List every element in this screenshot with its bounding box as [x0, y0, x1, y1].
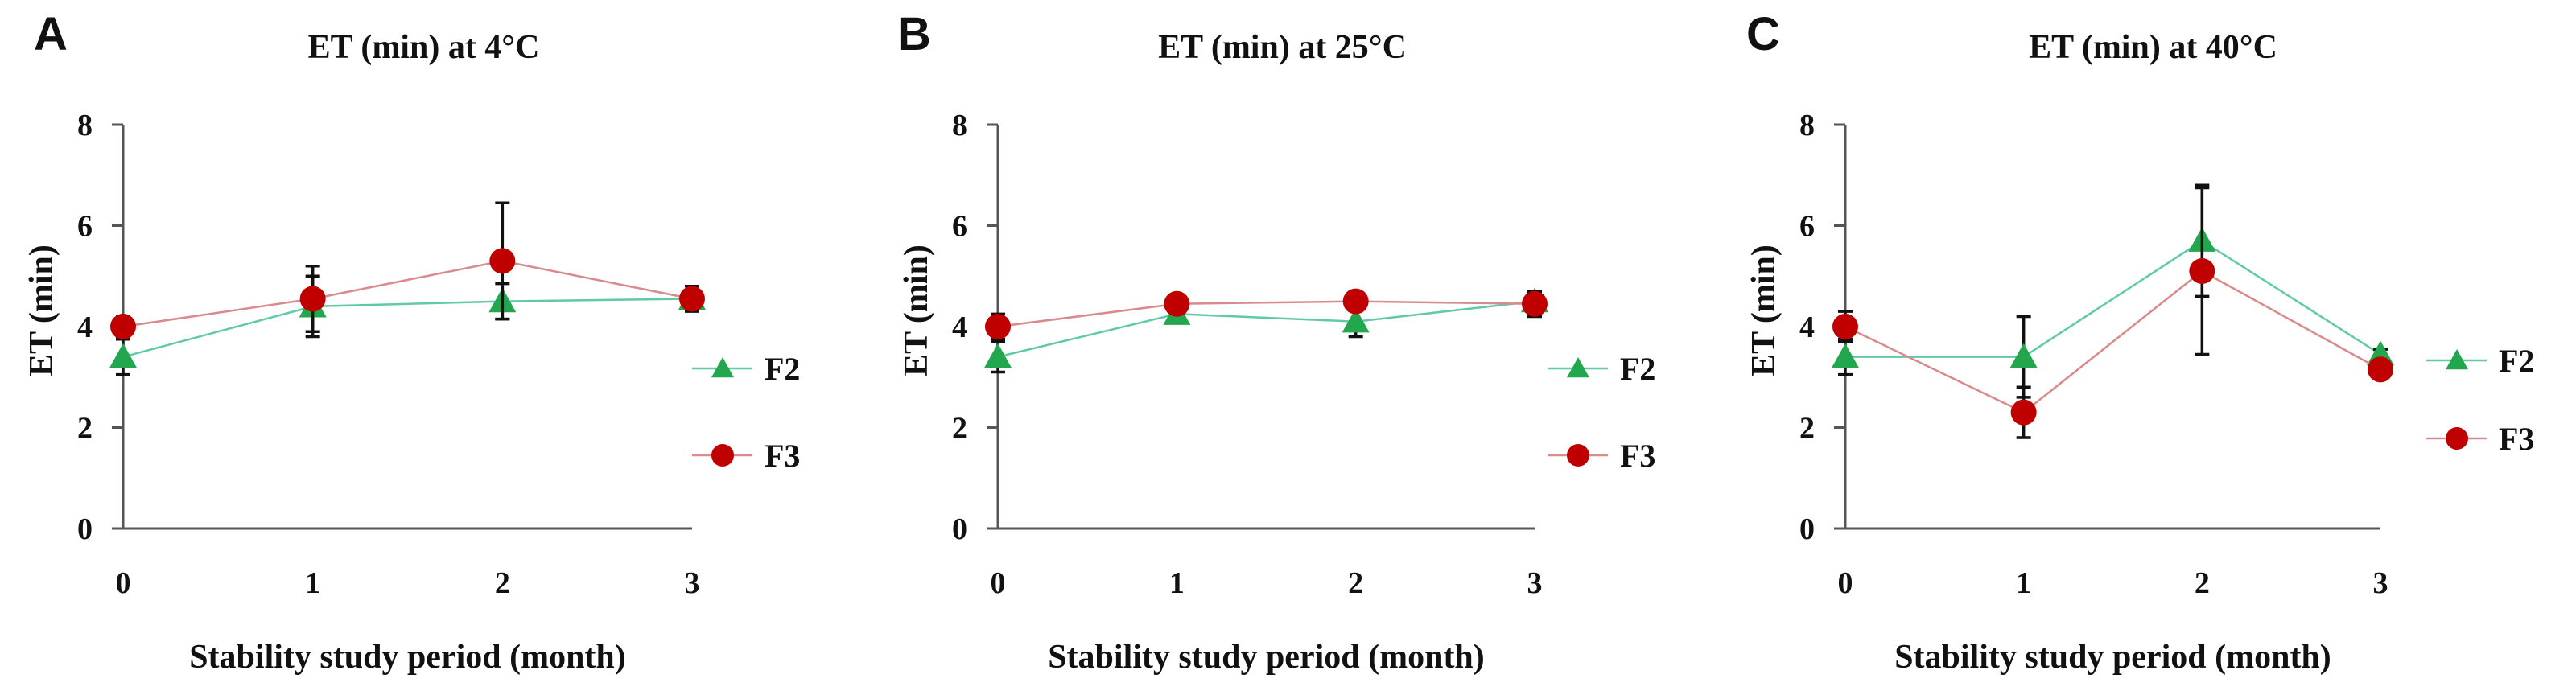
legend-label: F2 [765, 351, 800, 387]
y-tick-label: 6 [1799, 210, 1815, 244]
chart-title: ET (min) at 4°C [308, 29, 540, 66]
x-tick-label: 0 [116, 566, 131, 600]
x-tick-label: 1 [305, 566, 320, 600]
data-point-f2 [2009, 343, 2038, 368]
data-point-f3 [1522, 290, 1548, 317]
chart-title: ET (min) at 25°C [1158, 29, 1407, 66]
data-point-f3 [2189, 257, 2215, 284]
data-point-f3 [985, 314, 1011, 339]
x-tick-label: 2 [1348, 566, 1363, 600]
y-axis-label: ET (min) [23, 245, 60, 376]
data-point-f2 [1832, 343, 1859, 368]
x-tick-label: 3 [2373, 566, 2388, 600]
y-tick-label: 8 [1799, 109, 1815, 142]
data-point-f3 [489, 248, 516, 274]
panel-letter: A [34, 8, 68, 60]
data-point-f3 [1164, 290, 1190, 317]
y-tick-label: 0 [77, 512, 93, 546]
data-point-f2 [1342, 307, 1370, 333]
x-tick-label: 2 [495, 566, 510, 600]
legend-label: F2 [2499, 343, 2534, 379]
data-point-f3 [679, 286, 705, 312]
x-axis-label: Stability study period (month) [1048, 639, 1485, 676]
x-tick-label: 3 [685, 566, 700, 600]
y-tick-label: 2 [1799, 412, 1815, 446]
y-axis-label: ET (min) [1745, 245, 1783, 376]
panel-letter: C [1746, 8, 1780, 60]
x-tick-label: 1 [1169, 566, 1185, 600]
y-tick-label: 4 [1799, 310, 1815, 344]
x-axis-label: Stability study period (month) [189, 639, 626, 676]
legend-marker-f2 [711, 357, 734, 378]
series-line-f3 [1844, 269, 2381, 414]
y-tick-label: 8 [77, 109, 93, 142]
y-tick-label: 6 [77, 210, 93, 244]
series-line-f2 [997, 300, 1535, 358]
x-tick-label: 0 [1838, 566, 1853, 600]
panel-letter: B [897, 8, 931, 60]
legend-label: F3 [765, 438, 800, 474]
y-tick-label: 2 [952, 412, 967, 446]
data-point-f3 [1342, 288, 1369, 315]
legend-marker-f3 [1567, 444, 1589, 467]
series-line-f3 [997, 300, 1535, 328]
data-point-f3 [1832, 314, 1858, 339]
y-tick-label: 4 [952, 310, 967, 344]
data-point-f3 [110, 314, 136, 339]
legend-marker-f3 [711, 444, 734, 467]
data-point-f2 [109, 343, 137, 368]
legend-marker-f3 [2446, 427, 2468, 450]
x-tick-label: 0 [991, 566, 1006, 600]
x-tick-label: 3 [1527, 566, 1543, 600]
y-tick-label: 4 [77, 310, 93, 344]
chart-title: ET (min) at 40°C [2029, 29, 2277, 66]
legend-label: F2 [1620, 351, 1655, 387]
y-tick-label: 0 [952, 512, 967, 546]
legend-marker-f2 [1567, 357, 1589, 378]
y-axis-label: ET (min) [898, 245, 935, 376]
data-point-f3 [2368, 356, 2393, 383]
y-tick-label: 0 [1799, 512, 1815, 546]
legend-label: F3 [1620, 438, 1655, 474]
x-tick-label: 1 [2016, 566, 2031, 600]
data-point-f3 [299, 286, 326, 312]
series-line-f3 [122, 260, 693, 328]
data-point-f3 [2010, 399, 2037, 426]
legend-label: F3 [2499, 421, 2534, 457]
x-tick-label: 2 [2195, 566, 2210, 600]
x-axis-label: Stability study period (month) [1894, 639, 2331, 676]
legend-marker-f2 [2446, 349, 2468, 370]
data-point-f2 [984, 343, 1012, 368]
series-line-f2 [1845, 239, 2381, 358]
y-tick-label: 8 [952, 109, 967, 142]
y-tick-label: 2 [77, 412, 93, 446]
y-tick-label: 6 [952, 210, 967, 244]
series-line-f2 [122, 298, 693, 358]
